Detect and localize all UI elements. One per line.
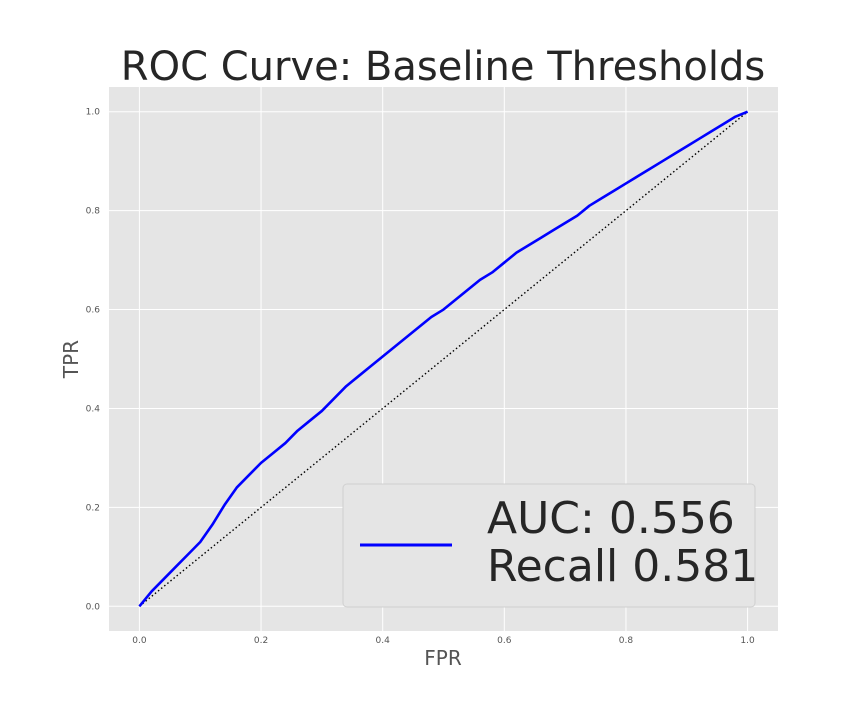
chart-title: ROC Curve: Baseline Thresholds bbox=[121, 44, 765, 90]
legend-box bbox=[342, 483, 756, 608]
x-axis-label: FPR bbox=[424, 646, 462, 670]
x-tick-label: 0.4 bbox=[376, 636, 391, 646]
y-tick-label: 0.2 bbox=[86, 503, 100, 513]
tick-labels: 0.0 0.2 0.4 0.6 0.8 1.0 0.0 0.2 0.4 0.6 0.8 1.0 bbox=[86, 108, 755, 646]
x-tick-label: 0.0 bbox=[132, 636, 147, 646]
y-tick-label: 0.4 bbox=[86, 404, 101, 414]
x-tick-label: 0.8 bbox=[619, 636, 634, 646]
y-tick-label: 0.8 bbox=[86, 207, 101, 217]
legend: AUC: 0.556 Recall 0.581 bbox=[342, 483, 758, 608]
y-tick-label: 0.0 bbox=[86, 602, 101, 612]
y-axis-label: TPR bbox=[59, 340, 83, 379]
x-tick-label: 1.0 bbox=[740, 636, 755, 646]
chance-diagonal-line bbox=[138, 111, 749, 607]
legend-recall-text: Recall 0.581 bbox=[487, 541, 758, 592]
y-tick-label: 1.0 bbox=[86, 108, 101, 118]
y-tick-label: 0.6 bbox=[86, 306, 101, 316]
x-tick-label: 0.6 bbox=[497, 636, 512, 646]
x-tick-label: 0.2 bbox=[254, 636, 268, 646]
roc-curve-line bbox=[138, 110, 749, 608]
legend-auc-text: AUC: 0.556 bbox=[487, 493, 735, 544]
